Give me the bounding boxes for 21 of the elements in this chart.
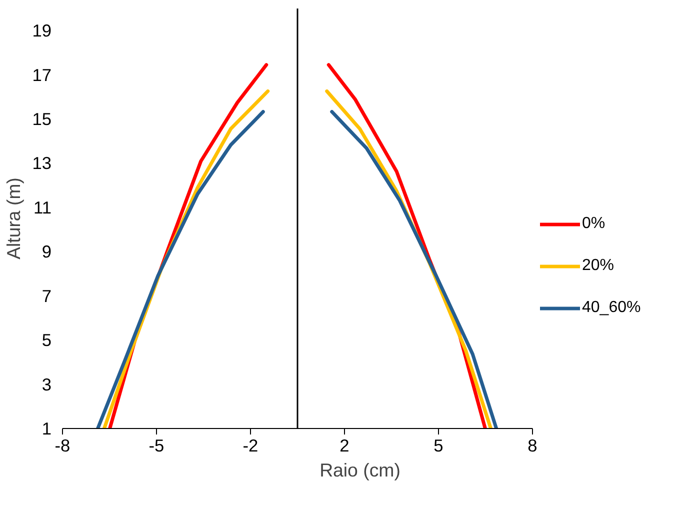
x-tick-label: 2 (340, 436, 350, 456)
x-tick-label: 5 (434, 436, 444, 456)
y-tick-label: 5 (42, 330, 52, 350)
x-axis-title: Raio (cm) (320, 460, 400, 480)
legend-label: 40_60% (582, 299, 641, 317)
y-tick-label: 15 (32, 109, 52, 130)
y-axis-title: Altura (m) (3, 178, 24, 260)
x-tick-label: -5 (148, 436, 164, 456)
legend-label: 20% (582, 257, 614, 275)
y-tick-label: 19 (32, 20, 52, 41)
y-tick-label: 17 (32, 64, 52, 85)
y-tick-label: 1 (42, 418, 52, 438)
y-tick-label: 7 (42, 286, 52, 306)
x-tick-label: 8 (528, 436, 538, 456)
x-tick-label: -2 (242, 436, 258, 456)
legend-label: 0% (582, 215, 606, 233)
y-tick-label: 13 (32, 153, 52, 174)
x-tick-label: -8 (54, 436, 70, 456)
y-tick-label: 3 (42, 374, 52, 394)
y-tick-label: 9 (42, 242, 52, 262)
y-tick-label: 11 (34, 197, 52, 218)
